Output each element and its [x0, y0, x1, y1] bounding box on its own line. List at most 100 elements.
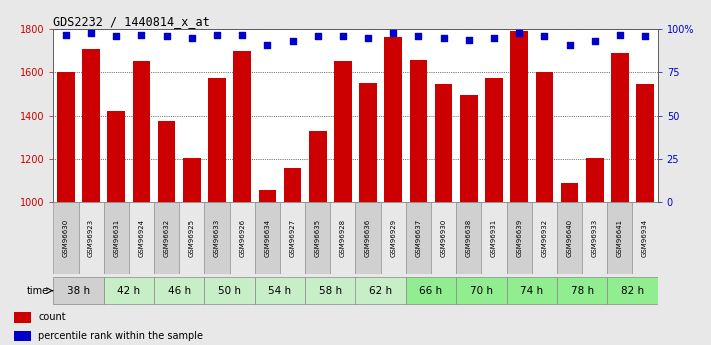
Text: 58 h: 58 h — [319, 286, 342, 296]
Point — [287, 39, 298, 44]
Point — [60, 32, 72, 37]
Text: 70 h: 70 h — [470, 286, 493, 296]
Bar — [586, 158, 604, 202]
Text: GSM96641: GSM96641 — [617, 219, 623, 257]
Point — [136, 32, 147, 37]
Text: GSM96932: GSM96932 — [541, 219, 547, 257]
Bar — [305, 202, 331, 274]
Bar — [53, 277, 104, 304]
Text: GSM96928: GSM96928 — [340, 219, 346, 257]
Text: time: time — [27, 286, 49, 296]
Bar — [284, 168, 301, 202]
Bar — [456, 277, 506, 304]
Text: 46 h: 46 h — [168, 286, 191, 296]
Bar — [205, 277, 255, 304]
Text: GSM96637: GSM96637 — [415, 219, 422, 257]
Bar — [280, 202, 305, 274]
Bar — [510, 31, 528, 202]
Text: GSM96632: GSM96632 — [164, 219, 170, 257]
Text: percentile rank within the sample: percentile rank within the sample — [38, 331, 203, 341]
Point — [387, 30, 399, 36]
Bar — [78, 202, 104, 274]
Bar — [104, 277, 154, 304]
Bar — [233, 51, 251, 202]
Bar — [557, 277, 607, 304]
Text: GSM96923: GSM96923 — [88, 219, 94, 257]
Bar — [359, 83, 377, 202]
Text: GSM96634: GSM96634 — [264, 219, 270, 257]
Bar — [607, 277, 658, 304]
Bar — [309, 131, 326, 202]
Text: GSM96640: GSM96640 — [567, 219, 572, 257]
Bar — [230, 202, 255, 274]
Point — [161, 33, 172, 39]
Point — [262, 42, 273, 48]
Text: GSM96630: GSM96630 — [63, 219, 69, 257]
Point — [463, 37, 474, 42]
Text: GSM96931: GSM96931 — [491, 219, 497, 257]
Bar — [14, 313, 31, 323]
Bar — [410, 59, 427, 202]
Text: GSM96635: GSM96635 — [315, 219, 321, 257]
Text: 50 h: 50 h — [218, 286, 241, 296]
Text: 78 h: 78 h — [570, 286, 594, 296]
Text: GSM96930: GSM96930 — [441, 219, 447, 257]
Text: GSM96638: GSM96638 — [466, 219, 472, 257]
Point — [513, 30, 525, 36]
Bar — [611, 53, 629, 202]
Text: 38 h: 38 h — [67, 286, 90, 296]
Bar — [356, 202, 380, 274]
Text: 42 h: 42 h — [117, 286, 141, 296]
Bar — [205, 202, 230, 274]
Bar — [406, 202, 431, 274]
Bar — [154, 277, 205, 304]
Text: GDS2232 / 1440814_x_at: GDS2232 / 1440814_x_at — [53, 15, 210, 28]
Text: GSM96636: GSM96636 — [365, 219, 371, 257]
Bar — [53, 202, 78, 274]
Bar — [255, 277, 305, 304]
Bar — [208, 78, 226, 202]
Bar — [633, 202, 658, 274]
Point — [438, 35, 449, 41]
Bar — [481, 202, 506, 274]
Bar — [557, 202, 582, 274]
Point — [413, 33, 424, 39]
Bar — [431, 202, 456, 274]
Point — [237, 32, 248, 37]
Bar — [331, 202, 356, 274]
Bar — [561, 184, 578, 202]
Bar — [14, 331, 31, 341]
Point — [111, 33, 122, 39]
Text: count: count — [38, 313, 66, 323]
Text: GSM96926: GSM96926 — [239, 219, 245, 257]
Bar — [535, 72, 553, 202]
Bar — [636, 84, 654, 202]
Point — [337, 33, 348, 39]
Bar — [183, 158, 201, 202]
Point — [312, 33, 324, 39]
Text: GSM96929: GSM96929 — [390, 219, 396, 257]
Text: GSM96934: GSM96934 — [642, 219, 648, 257]
Text: 66 h: 66 h — [419, 286, 443, 296]
Point — [211, 32, 223, 37]
Text: 54 h: 54 h — [268, 286, 292, 296]
Bar — [57, 72, 75, 202]
Text: GSM96631: GSM96631 — [113, 219, 119, 257]
Bar — [334, 61, 352, 202]
Bar — [460, 95, 478, 202]
Bar — [259, 190, 276, 202]
Point — [539, 33, 550, 39]
Text: GSM96639: GSM96639 — [516, 219, 522, 257]
Text: GSM96927: GSM96927 — [289, 219, 296, 257]
Text: GSM96925: GSM96925 — [189, 219, 195, 257]
Point — [639, 33, 651, 39]
Text: 62 h: 62 h — [369, 286, 392, 296]
Point — [85, 30, 97, 36]
Bar — [607, 202, 633, 274]
Bar — [485, 78, 503, 202]
Point — [363, 35, 374, 41]
Bar — [456, 202, 481, 274]
Bar — [582, 202, 607, 274]
Bar — [129, 202, 154, 274]
Text: 74 h: 74 h — [520, 286, 543, 296]
